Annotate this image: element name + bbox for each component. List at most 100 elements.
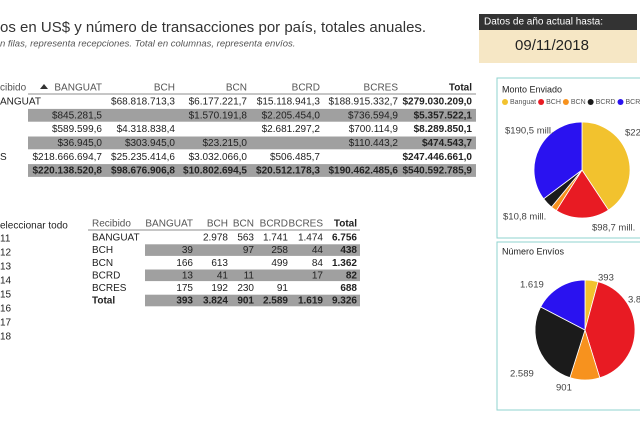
table-cell: $3.032.066,0 [189, 152, 248, 163]
row-band [28, 136, 476, 150]
column-header: Total [449, 83, 472, 94]
row-label: BANGUAT [92, 233, 140, 244]
slicer-select-all: eleccionar todo [0, 221, 68, 232]
table-cell: $845.281,5 [52, 110, 102, 121]
row-band [145, 294, 360, 307]
pie-slice [584, 281, 636, 379]
column-header: BCRD [260, 219, 288, 230]
table-cell: $2.681.297,2 [262, 124, 321, 135]
date-card-label: Datos de año actual hasta: [484, 17, 603, 28]
column-header: BANGUAT [145, 219, 193, 230]
table-cell: $279.030.209,0 [402, 97, 472, 108]
row-band [145, 244, 360, 256]
table-cell: 393 [176, 296, 193, 307]
data-label: 1.619 [520, 280, 544, 291]
table-cell: $5.357.522,1 [414, 110, 473, 121]
column-header: BCRES [364, 83, 399, 94]
slicer-item: 11 [0, 234, 11, 245]
table-cell: 230 [237, 283, 254, 294]
table-cell: 1.741 [263, 233, 288, 244]
panel-border [496, 241, 640, 411]
column-header: cibido [0, 83, 27, 94]
panel-border [496, 77, 640, 239]
table-cell: $8.289.850,1 [414, 124, 473, 135]
chart-title: Monto Enviado [502, 84, 562, 94]
table-cell: $700.114,9 [349, 124, 399, 135]
legend-swatch [562, 99, 569, 105]
table-cell: 258 [271, 245, 288, 256]
pie-slice [555, 169, 609, 219]
legend-label: BCRD [596, 99, 616, 106]
column-header: Recibido [92, 219, 131, 230]
table-cell: $6.177.221,7 [189, 97, 248, 108]
column-header: BCH [154, 83, 175, 94]
pie-slice [533, 121, 583, 200]
table-cell: 901 [237, 296, 254, 307]
data-label: 2.589 [510, 369, 534, 380]
table-cell: 41 [217, 270, 229, 281]
table-cell: 82 [346, 270, 358, 281]
table-cell: 91 [277, 283, 289, 294]
column-header: BCN [233, 219, 254, 230]
column-header: BANGUAT [54, 83, 102, 94]
table-cell: 563 [237, 233, 254, 244]
slicer-item: 14 [0, 276, 12, 287]
row-label: BCN [92, 258, 113, 269]
table-cell: $589.599,6 [52, 124, 102, 135]
table-cell: 192 [211, 283, 228, 294]
data-label: $10,8 mill. [503, 212, 546, 223]
pie-slice [534, 306, 586, 379]
table-cell: 2.978 [203, 233, 228, 244]
column-header: BCRES [289, 219, 324, 230]
row-label: BCH [92, 245, 113, 256]
table-cell: 9.326 [332, 296, 357, 307]
column-header: Total [334, 219, 357, 230]
table-cell: $303.945,0 [125, 138, 175, 149]
table-cell: $247.446.661,0 [402, 152, 472, 163]
pie-slice [540, 279, 586, 331]
legend-swatch [502, 99, 508, 105]
slicer-item: 17 [0, 318, 12, 329]
table-cell: 1.362 [332, 258, 357, 269]
table-cell: 97 [243, 245, 255, 256]
table-cell: $2.205.454,0 [262, 110, 321, 121]
data-label: $98,7 mill. [592, 223, 635, 234]
row-label: BCRES [92, 283, 127, 294]
table-cell: 84 [312, 258, 324, 269]
legend-swatch [538, 99, 545, 105]
table-cell: $188.915.332,7 [328, 97, 398, 108]
table-cell: $36.945,0 [58, 138, 103, 149]
table-cell: 438 [340, 245, 357, 256]
legend-swatch [617, 99, 624, 105]
data-label: 3.824 [628, 295, 640, 306]
table-cell: $474.543,7 [422, 138, 472, 149]
table-cell: 688 [340, 283, 357, 294]
table-cell: 175 [176, 283, 193, 294]
table-cell: $190.462.485,6 [328, 166, 398, 177]
legend-label: BCN [571, 99, 586, 106]
table-cell: 6.756 [332, 233, 357, 244]
slicer-item: 13 [0, 262, 12, 273]
row-label: S [0, 152, 7, 163]
table-cell: 1.474 [298, 233, 323, 244]
table-cell: $110.443,2 [349, 138, 399, 149]
row-band [28, 108, 476, 122]
table-cell: 13 [182, 270, 194, 281]
data-label: 393 [598, 273, 614, 284]
table-cell: $218.666.694,7 [32, 152, 102, 163]
table-cell: 44 [312, 245, 324, 256]
row-label: BCRD [92, 270, 120, 281]
table-cell: 11 [244, 270, 255, 281]
column-header: BCN [226, 83, 247, 94]
slicer-item: 15 [0, 290, 12, 301]
date-card-body [479, 30, 637, 63]
row-label: ANGUAT [0, 97, 41, 108]
data-label: $190,5 mill. [505, 126, 554, 137]
page-title: os en US$ y número de transacciones por … [0, 19, 426, 36]
table-cell: 1.619 [298, 296, 323, 307]
data-label: 901 [556, 383, 572, 394]
table-cell: $1.570.191,8 [189, 110, 248, 121]
table-cell: 166 [176, 258, 193, 269]
table-cell: 499 [271, 258, 288, 269]
